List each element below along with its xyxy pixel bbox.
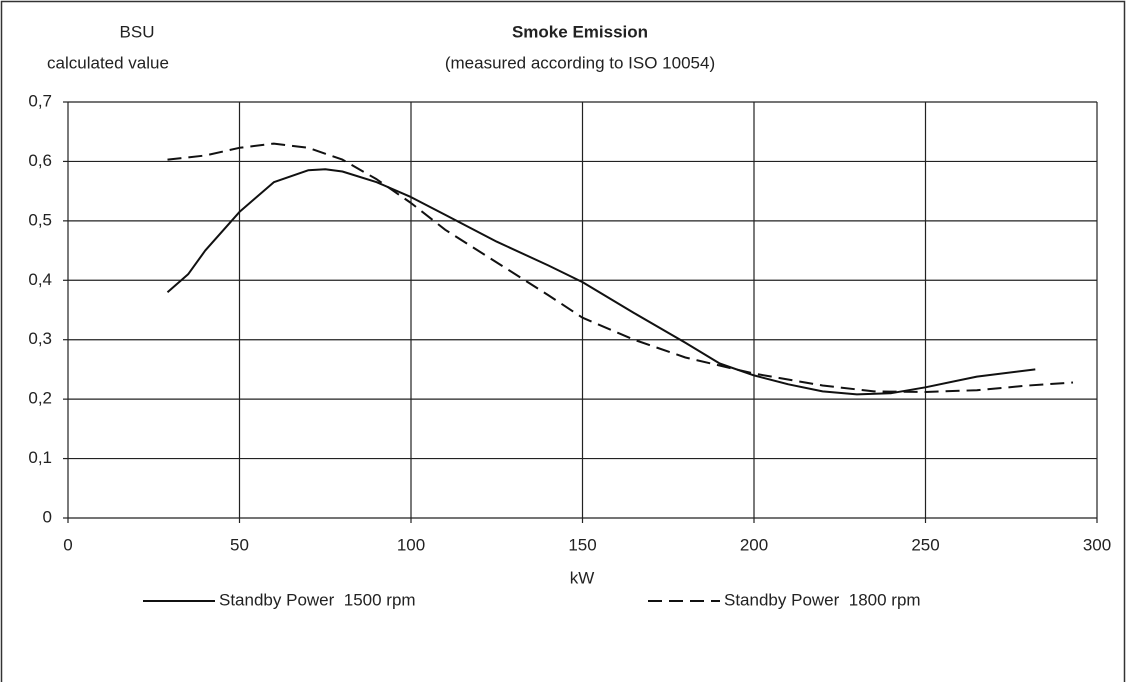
y-tick-label: 0,2 bbox=[28, 389, 52, 408]
y-axis-label: calculated value bbox=[47, 53, 169, 72]
x-tick-label: 150 bbox=[568, 535, 596, 554]
y-tick-label: 0,3 bbox=[28, 329, 52, 348]
x-tick-label: 50 bbox=[230, 535, 249, 554]
x-axis-label: kW bbox=[570, 568, 595, 587]
legend-label: Standby Power 1500 rpm bbox=[219, 590, 416, 609]
chart-title: Smoke Emission bbox=[512, 22, 648, 41]
x-tick-label: 0 bbox=[63, 535, 72, 554]
y-tick-label: 0,4 bbox=[28, 270, 52, 289]
y-tick-label: 0,5 bbox=[28, 210, 52, 229]
x-tick-label: 200 bbox=[740, 535, 768, 554]
y-tick-label: 0 bbox=[43, 507, 52, 526]
x-tick-label: 250 bbox=[911, 535, 939, 554]
x-tick-label: 100 bbox=[397, 535, 425, 554]
y-tick-label: 0,7 bbox=[28, 91, 52, 110]
y-axis-label: BSU bbox=[120, 22, 155, 41]
y-tick-label: 0,1 bbox=[28, 448, 52, 467]
y-tick-label: 0,6 bbox=[28, 151, 52, 170]
data-line bbox=[166, 168, 1036, 396]
legend-label: Standby Power 1800 rpm bbox=[724, 590, 921, 609]
x-tick-label: 300 bbox=[1083, 535, 1111, 554]
data-line bbox=[167, 142, 1074, 393]
chart-subtitle: (measured according to ISO 10054) bbox=[445, 53, 715, 72]
